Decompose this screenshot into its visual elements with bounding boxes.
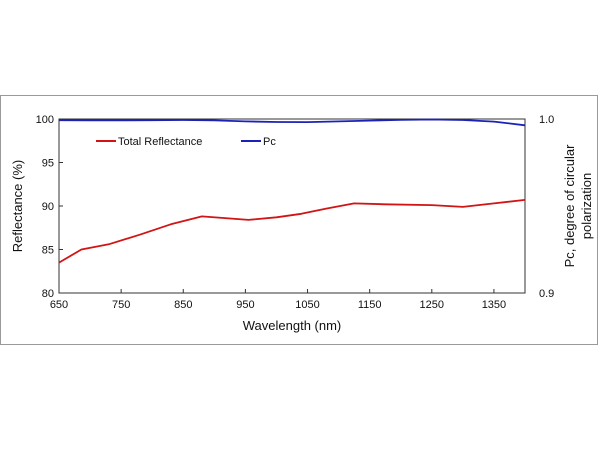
y-tick-label: 80 <box>42 288 54 300</box>
y2-tick-label: 0.9 <box>539 288 554 300</box>
y2-axis-title-line-1: Pc, degree of circular <box>562 144 577 268</box>
series-layer <box>58 118 526 264</box>
y-tick-label: 90 <box>42 201 54 213</box>
x-axis-ticks: 650 750 850 950 1050 1150 1250 1350 <box>50 289 506 311</box>
chart-frame <box>0 95 598 345</box>
x-tick-label: 950 <box>236 299 254 311</box>
x-tick-label: 750 <box>112 299 130 311</box>
x-tick-label: 1350 <box>482 299 506 311</box>
series-line-pc <box>58 118 526 127</box>
legend: Total Reflectance Pc <box>96 136 276 148</box>
legend-label-total-reflectance: Total Reflectance <box>118 136 202 148</box>
legend-label-pc: Pc <box>263 136 276 148</box>
x-tick-label: 850 <box>174 299 192 311</box>
y-tick-label: 85 <box>42 245 54 257</box>
y-tick-label: 95 <box>42 158 54 170</box>
y2-axis-title-line-2: polarization <box>579 173 594 240</box>
x-tick-label: 650 <box>50 299 68 311</box>
series-line-total-reflectance <box>58 199 526 264</box>
y-axis-ticks: 80 85 90 95 100 <box>36 114 63 300</box>
y-axis-title: Reflectance (%) <box>10 160 25 252</box>
x-axis-title: Wavelength (nm) <box>243 318 342 333</box>
x-tick-label: 1150 <box>358 299 382 311</box>
x-tick-label: 1250 <box>420 299 444 311</box>
y2-tick-label: 1.0 <box>539 114 554 126</box>
y-tick-label: 100 <box>36 114 54 126</box>
x-tick-label: 1050 <box>295 299 319 311</box>
y2-axis-ticks: 0.9 1.0 <box>521 114 554 300</box>
